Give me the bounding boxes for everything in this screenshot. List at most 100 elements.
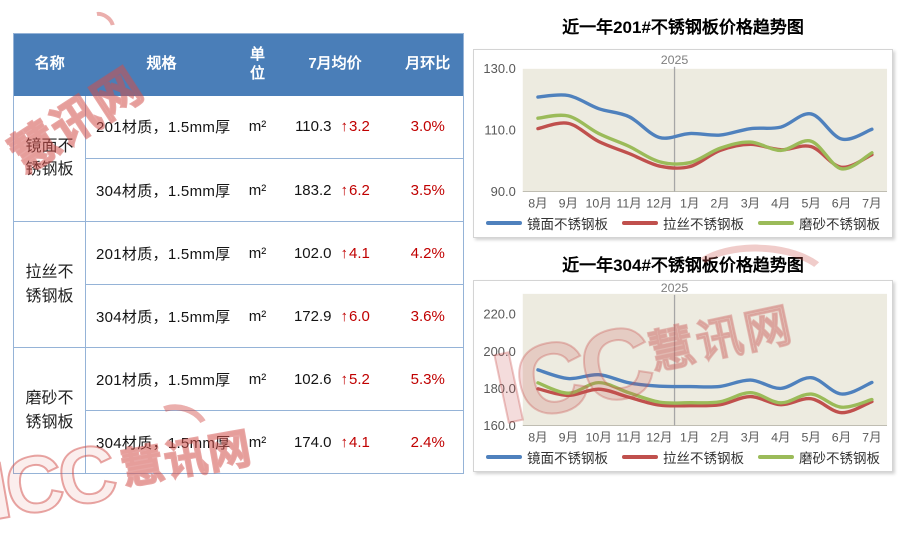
svg-text:10月: 10月 (586, 430, 612, 444)
svg-text:7月: 7月 (862, 196, 881, 210)
chart-title-201: 近一年201#不锈钢板价格趋势图 (562, 18, 804, 37)
spec-cell: 201材质，1.5mm厚 (85, 221, 238, 285)
unit-cell: m² (237, 410, 278, 474)
mom-cell: 3.6% (392, 284, 464, 348)
column-header-2: 单位 (237, 33, 278, 96)
legend-item: 磨砂不锈钢板 (758, 213, 880, 233)
up-arrow-icon: ↑ (340, 370, 349, 388)
group-name-cell: 磨砂不锈钢板 (13, 347, 86, 474)
spec-cell: 304材质，1.5mm厚 (85, 158, 238, 222)
up-arrow-icon: ↑ (340, 181, 349, 199)
price-cell: 102.0 ↑4.1 (277, 221, 393, 285)
svg-text:160.0: 160.0 (483, 418, 515, 433)
legend-label: 磨砂不锈钢板 (799, 217, 880, 232)
price-wrap: 183.2 ↑6.2 (278, 182, 393, 199)
column-header-0: 名称 (13, 33, 86, 96)
unit-cell: m² (237, 221, 278, 285)
up-arrow-icon: ↑ (340, 118, 349, 136)
svg-text:200.0: 200.0 (483, 344, 515, 359)
svg-text:110.0: 110.0 (484, 123, 515, 138)
trend-chart-304-svg: 2025 160.0 180.0 200.0 220.0 8月 9月 10月 11月 12月 1月 2… (483, 281, 888, 444)
unit-cell: m² (237, 284, 278, 348)
price-cell: 102.6 ↑5.2 (277, 347, 393, 411)
table-row: 304材质，1.5mm厚 m² 172.9 ↑6.0 3.6% (14, 284, 464, 348)
svg-text:4月: 4月 (771, 430, 790, 444)
legend-label: 镜面不锈钢板 (527, 217, 608, 232)
legend-item: 拉丝不锈钢板 (622, 447, 744, 467)
svg-text:130.0: 130.0 (483, 61, 515, 76)
svg-text:2025: 2025 (661, 281, 689, 295)
svg-text:12月: 12月 (646, 196, 672, 210)
svg-text:2月: 2月 (710, 430, 729, 444)
unit-cell: m² (237, 158, 278, 222)
price-wrap: 102.0 ↑4.1 (278, 245, 393, 262)
chart-304-legend: 镜面不锈钢板 拉丝不锈钢板 磨砂不锈钢板 (474, 447, 892, 467)
unit-cell: m² (237, 347, 278, 411)
chart-201: 2025 90.0 110.0 130.0 8月 9月 10月 11月 12月 1月 2月 3月 4月 5… (473, 49, 893, 238)
svg-text:6月: 6月 (832, 430, 851, 444)
group-name-cell: 拉丝不锈钢板 (13, 221, 86, 348)
price-value: 102.0 (293, 244, 332, 262)
price-value: 172.9 (293, 307, 332, 325)
svg-text:4月: 4月 (771, 196, 790, 210)
column-header-1: 规格 (85, 33, 238, 96)
legend-swatch (758, 220, 794, 226)
legend-swatch (486, 454, 522, 460)
price-delta: ↑6.2 (340, 181, 370, 199)
trend-chart-201-svg: 2025 90.0 110.0 130.0 8月 9月 10月 11月 12月 1月 2月 3月 4月 5… (483, 53, 888, 210)
price-delta: ↑4.1 (340, 244, 370, 262)
table-row: 304材质，1.5mm厚 m² 183.2 ↑6.2 3.5% (14, 158, 464, 222)
svg-text:90.0: 90.0 (491, 184, 516, 199)
price-table: 名称 规格 单位 7月均价 月环比 镜面不锈钢板 201材质，1.5mm厚 m² 110.3 ↑… (13, 33, 464, 474)
svg-text:2025: 2025 (661, 53, 689, 67)
legend-item: 镜面不锈钢板 (486, 447, 608, 467)
table-row: 拉丝不锈钢板 201材质，1.5mm厚 m² 102.0 ↑4.1 4.2% (13, 221, 464, 348)
price-cell: 174.0 ↑4.1 (277, 410, 393, 474)
svg-text:180.0: 180.0 (483, 381, 515, 396)
legend-swatch (758, 454, 794, 460)
spec-cell: 201材质，1.5mm厚 (85, 347, 238, 411)
svg-text:9月: 9月 (559, 196, 578, 210)
svg-text:9月: 9月 (559, 430, 578, 444)
table-body: 镜面不锈钢板 201材质，1.5mm厚 m² 110.3 ↑3.2 3.0% 304材质，1… (13, 95, 464, 474)
table-header-row: 名称 规格 单位 7月均价 月环比 (13, 33, 464, 96)
up-arrow-icon: ↑ (340, 244, 349, 262)
price-wrap: 102.6 ↑5.2 (278, 371, 393, 388)
svg-text:12月: 12月 (646, 430, 672, 444)
svg-text:2月: 2月 (710, 196, 729, 210)
svg-text:10月: 10月 (586, 196, 612, 210)
price-value: 183.2 (293, 181, 332, 199)
chart-title-304: 近一年304#不锈钢板价格趋势图 (562, 256, 804, 275)
svg-text:220.0: 220.0 (483, 307, 515, 322)
legend-label: 拉丝不锈钢板 (663, 217, 744, 232)
mom-cell: 3.5% (392, 158, 464, 222)
column-header-4: 月环比 (392, 33, 464, 96)
svg-text:5月: 5月 (801, 430, 820, 444)
group-name-cell: 镜面不锈钢板 (13, 95, 86, 222)
price-delta: ↑5.2 (340, 370, 370, 388)
charts-panel: 近一年201#不锈钢板价格趋势图 2025 90.0 110.0 130.0 8月 9月 1… (473, 0, 893, 495)
spec-cell: 201材质，1.5mm厚 (85, 95, 238, 159)
svg-text:11月: 11月 (616, 430, 641, 444)
price-value: 110.3 (295, 118, 332, 136)
mom-cell: 5.3% (392, 347, 464, 411)
legend-item: 拉丝不锈钢板 (622, 213, 744, 233)
svg-text:7月: 7月 (862, 430, 881, 444)
svg-text:3月: 3月 (741, 196, 760, 210)
column-header-3: 7月均价 (277, 33, 393, 96)
table-row: 镜面不锈钢板 201材质，1.5mm厚 m² 110.3 ↑3.2 3.0% (13, 95, 464, 222)
price-cell: 172.9 ↑6.0 (277, 284, 393, 348)
price-value: 174.0 (293, 433, 332, 451)
svg-text:1月: 1月 (680, 430, 699, 444)
legend-swatch (486, 220, 522, 226)
price-cell: 183.2 ↑6.2 (277, 158, 393, 222)
legend-item: 镜面不锈钢板 (486, 213, 608, 233)
chart-201-legend: 镜面不锈钢板 拉丝不锈钢板 磨砂不锈钢板 (474, 213, 892, 233)
svg-text:11月: 11月 (616, 196, 641, 210)
up-arrow-icon: ↑ (340, 307, 349, 325)
legend-item: 磨砂不锈钢板 (758, 447, 880, 467)
price-wrap: 110.3 ↑3.2 (278, 118, 393, 135)
unit-cell: m² (237, 95, 278, 159)
up-arrow-icon: ↑ (340, 433, 349, 451)
